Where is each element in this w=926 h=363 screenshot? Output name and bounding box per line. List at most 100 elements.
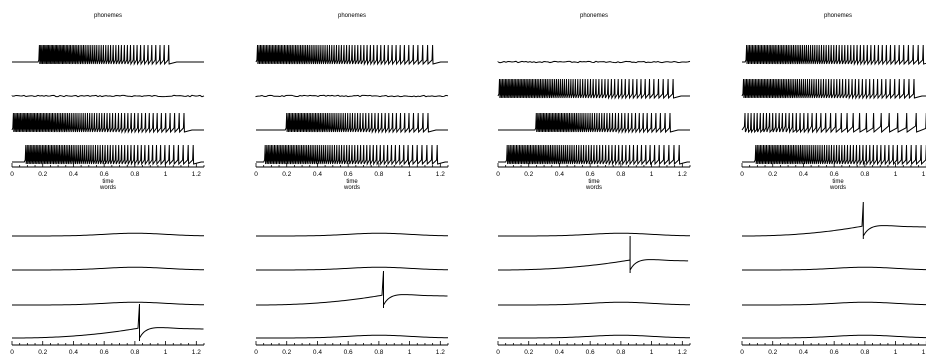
time-axis-tick-label: 1 <box>408 171 412 178</box>
phoneme-track <box>255 44 448 66</box>
phoneme-track <box>11 94 205 98</box>
time-axis-tick-label: 0.2 <box>38 171 47 178</box>
time-axis-tick-label: 1 <box>164 171 168 178</box>
phoneme-track <box>497 78 690 100</box>
phoneme-track <box>12 144 204 166</box>
time-axis-tick-label: 0.4 <box>799 171 808 178</box>
time-axis-tick-label: 0 <box>740 171 744 178</box>
phoneme-track <box>497 60 691 64</box>
time-axis-tick-label: 1 <box>894 171 898 178</box>
bottom-axis-tick-label: 0 <box>254 349 258 356</box>
bottom-axis-tick-label: 0.4 <box>555 349 564 356</box>
time-axis-label: time <box>832 179 844 185</box>
bottom-axis-tick-label: 0.8 <box>130 349 139 356</box>
bottom-axis-tick-label: 1.2 <box>922 349 926 356</box>
bottom-axis-tick-label: 0.4 <box>799 349 808 356</box>
time-axis-label: time <box>588 179 600 185</box>
time-axis-tick-label: 1.2 <box>192 171 201 178</box>
time-axis-tick-label: 1.2 <box>436 171 445 178</box>
time-axis-tick-label: 0.6 <box>586 171 595 178</box>
bottom-axis-tick-label: 0.8 <box>860 349 869 356</box>
bottom-axis-tick-label: 0.2 <box>282 349 291 356</box>
panel-top-label: phonemes <box>338 13 366 19</box>
bottom-axis-tick-label: 1 <box>894 349 898 356</box>
time-axis-tick-label: 0.6 <box>830 171 839 178</box>
bottom-axis-tick-label: 0.8 <box>374 349 383 356</box>
time-axis-tick-label: 0.2 <box>282 171 291 178</box>
word-track <box>256 270 448 308</box>
bottom-axis-tick-label: 0.8 <box>616 349 625 356</box>
word-track <box>256 266 449 271</box>
word-track <box>498 235 689 273</box>
bottom-axis-tick-label: 0.4 <box>69 349 78 356</box>
phoneme-track <box>256 144 448 166</box>
phoneme-track <box>742 144 926 166</box>
time-axis-tick-label: 0.6 <box>100 171 109 178</box>
phoneme-track <box>742 44 926 66</box>
panel-top-label: phonemes <box>580 13 608 19</box>
word-track <box>256 334 449 339</box>
bottom-axis-tick-label: 0.2 <box>38 349 47 356</box>
time-axis-tick-label: 0.4 <box>313 171 322 178</box>
time-axis-tick-label: 0.2 <box>768 171 777 178</box>
bottom-axis-tick-label: 0 <box>740 349 744 356</box>
bottom-axis-tick-label: 1 <box>650 349 654 356</box>
bottom-axis-tick-label: 0.2 <box>768 349 777 356</box>
bottom-axis-tick-label: 0.6 <box>100 349 109 356</box>
word-track <box>498 301 691 306</box>
panel-top-label: phonemes <box>94 13 122 19</box>
bottom-axis-tick-label: 0.6 <box>344 349 353 356</box>
word-track <box>12 232 205 237</box>
bottom-axis-tick-label: 0 <box>496 349 500 356</box>
bottom-axis-tick-label: 0.2 <box>524 349 533 356</box>
word-track <box>256 232 449 237</box>
time-axis-tick-label: 0.4 <box>69 171 78 178</box>
words-label: words <box>99 185 116 191</box>
bottom-axis-tick-label: 0.4 <box>313 349 322 356</box>
word-track <box>742 301 926 306</box>
time-axis-tick-label: 0.2 <box>524 171 533 178</box>
words-label: words <box>585 185 602 191</box>
time-axis-tick-label: 1.2 <box>922 171 926 178</box>
phoneme-track <box>11 112 204 134</box>
time-axis-tick-label: 0 <box>254 171 258 178</box>
words-label: words <box>829 185 846 191</box>
bottom-axis-tick-label: 1.2 <box>192 349 201 356</box>
time-axis-tick-label: 0.4 <box>555 171 564 178</box>
phoneme-track <box>498 144 690 166</box>
time-axis-tick-label: 1 <box>650 171 654 178</box>
time-axis-tick-label: 0.8 <box>374 171 383 178</box>
time-axis-tick-label: 0.8 <box>130 171 139 178</box>
phoneme-track <box>741 112 926 134</box>
word-track <box>498 232 691 237</box>
word-track <box>742 266 926 271</box>
word-track <box>12 301 205 306</box>
bottom-axis-tick-label: 1.2 <box>678 349 687 356</box>
words-label: words <box>343 185 360 191</box>
bottom-axis-tick-label: 1 <box>164 349 168 356</box>
bottom-axis-tick-label: 1 <box>408 349 412 356</box>
time-axis-tick-label: 0 <box>10 171 14 178</box>
phoneme-track <box>741 78 926 100</box>
phoneme-track <box>12 44 204 66</box>
time-axis-tick-label: 0.8 <box>860 171 869 178</box>
panel-top-label: phonemes <box>824 13 852 19</box>
time-axis-tick-label: 1.2 <box>678 171 687 178</box>
time-axis-label: time <box>102 179 114 185</box>
word-track <box>742 334 926 339</box>
bottom-axis-tick-label: 0.6 <box>586 349 595 356</box>
bottom-axis-tick-label: 1.2 <box>436 349 445 356</box>
phoneme-track <box>498 112 690 134</box>
word-track <box>12 266 205 271</box>
time-axis-tick-label: 0 <box>496 171 500 178</box>
time-axis-tick-label: 0.6 <box>344 171 353 178</box>
bottom-axis-tick-label: 0 <box>10 349 14 356</box>
word-track <box>742 201 926 239</box>
time-axis-label: time <box>346 179 358 185</box>
word-track <box>12 303 204 341</box>
phoneme-track <box>255 94 449 98</box>
time-axis-tick-label: 0.8 <box>616 171 625 178</box>
phoneme-track <box>256 112 448 134</box>
